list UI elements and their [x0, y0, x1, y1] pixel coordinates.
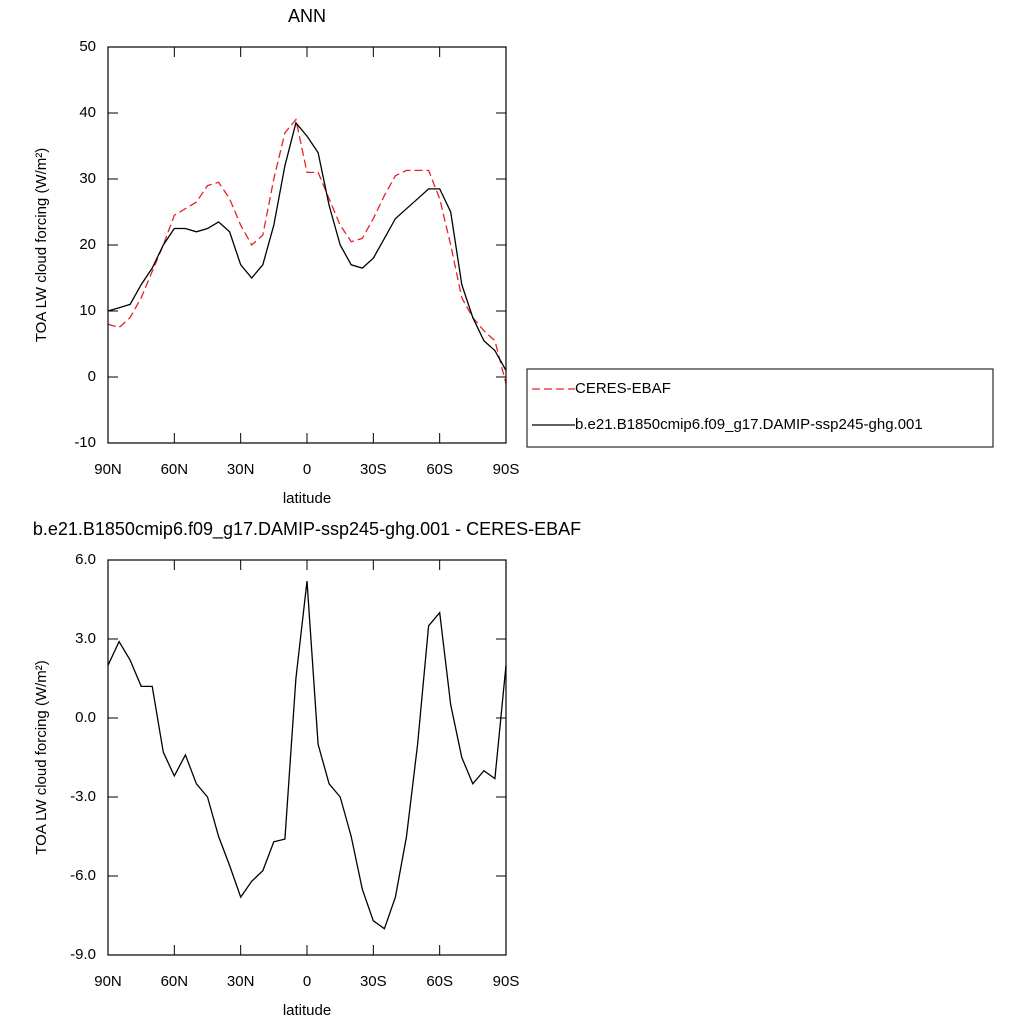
y-tick-label: 30	[79, 170, 96, 187]
y-tick-label: 10	[79, 302, 96, 319]
x-tick-label: 30S	[360, 461, 387, 478]
y-axis-label: TOA LW cloud forcing (W/m²)	[33, 660, 50, 854]
y-tick-label: 6.0	[75, 551, 96, 568]
chart-title: b.e21.B1850cmip6.f09_g17.DAMIP-ssp245-gh…	[33, 519, 581, 540]
x-tick-label: 90N	[94, 461, 122, 478]
plot-frame	[107, 46, 507, 444]
data-line	[107, 118, 507, 384]
y-tick-label: -3.0	[70, 788, 96, 805]
y-axis-label: TOA LW cloud forcing (W/m²)	[33, 148, 50, 342]
x-tick-label: 30N	[227, 461, 255, 478]
chart-title: ANN	[288, 6, 326, 26]
y-tick-label: 3.0	[75, 630, 96, 647]
y-tick-label: 0.0	[75, 709, 96, 726]
y-tick-label: 50	[79, 38, 96, 55]
legend-label: CERES-EBAF	[575, 380, 671, 397]
x-tick-label: 0	[303, 973, 311, 990]
x-tick-label: 90S	[493, 461, 520, 478]
x-tick-label: 60S	[426, 973, 453, 990]
x-axis-label: latitude	[283, 1002, 331, 1019]
x-tick-label: 0	[303, 461, 311, 478]
x-tick-label: 60N	[161, 461, 189, 478]
data-line	[107, 581, 507, 930]
legend-label: b.e21.B1850cmip6.f09_g17.DAMIP-ssp245-gh…	[575, 416, 923, 433]
y-tick-label: -9.0	[70, 946, 96, 963]
x-tick-label: 30N	[227, 973, 255, 990]
x-tick-label: 60N	[161, 973, 189, 990]
plot-frame	[107, 559, 507, 956]
legend-box	[526, 368, 994, 448]
y-tick-label: -6.0	[70, 867, 96, 884]
y-tick-label: 0	[88, 368, 96, 385]
x-tick-label: 60S	[426, 461, 453, 478]
x-tick-label: 90N	[94, 973, 122, 990]
x-axis-label: latitude	[283, 490, 331, 507]
y-tick-label: -10	[74, 434, 96, 451]
y-tick-label: 40	[79, 104, 96, 121]
x-tick-label: 90S	[493, 973, 520, 990]
data-line	[107, 121, 507, 371]
y-tick-label: 20	[79, 236, 96, 253]
x-tick-label: 30S	[360, 973, 387, 990]
